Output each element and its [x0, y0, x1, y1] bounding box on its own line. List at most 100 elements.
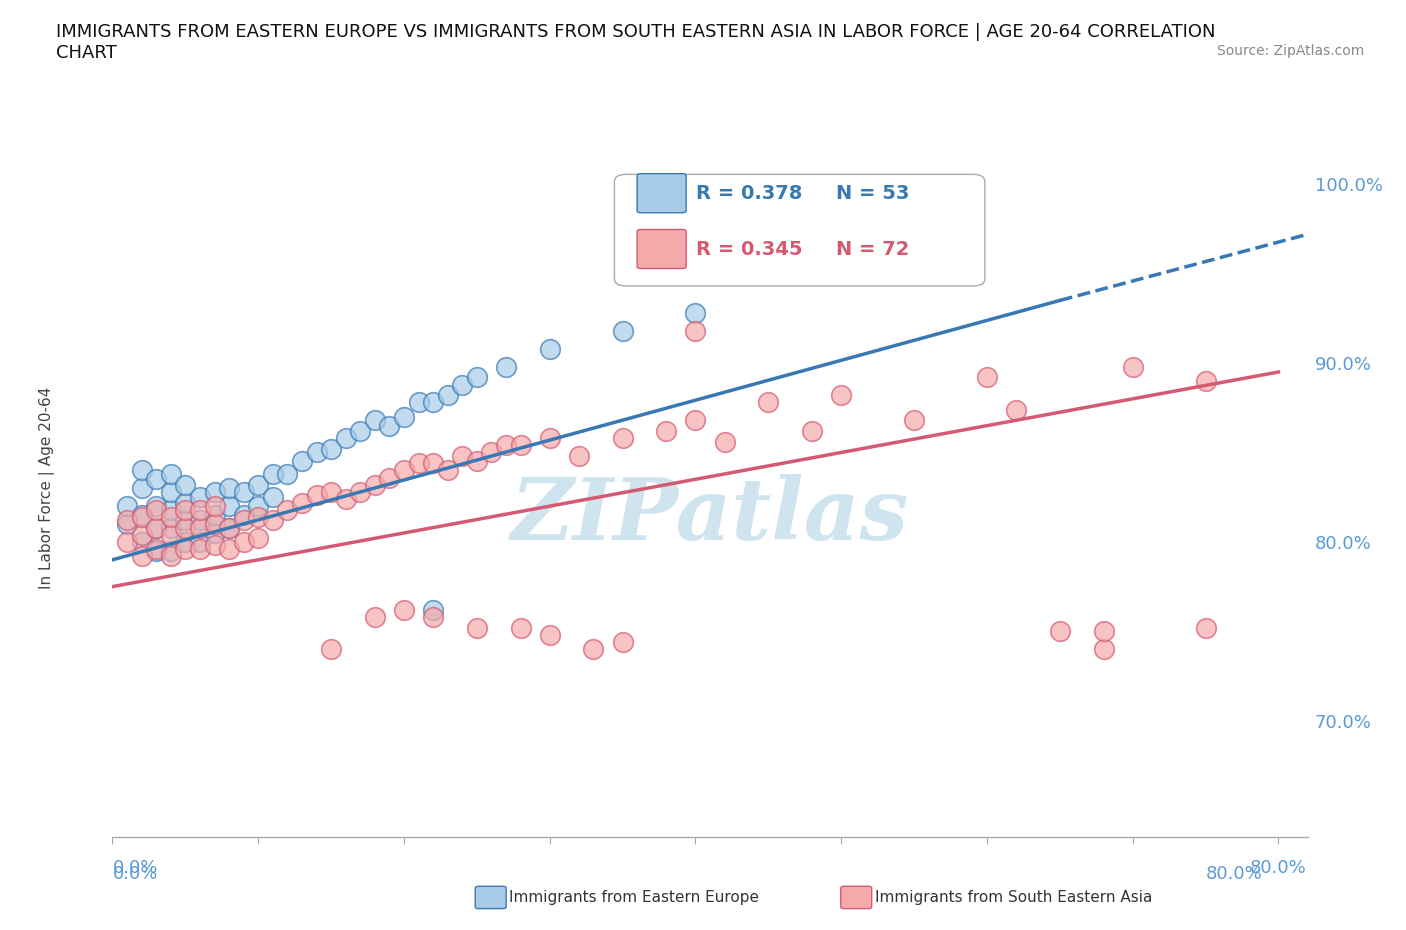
Point: [218, 481, 240, 496]
Point: [538, 628, 561, 643]
Point: [1194, 620, 1216, 635]
Point: [247, 498, 270, 513]
Point: [319, 485, 342, 499]
Point: [188, 541, 211, 556]
Point: [262, 467, 284, 482]
Point: [392, 463, 415, 478]
Point: [247, 510, 270, 525]
Point: [131, 508, 153, 523]
Point: [451, 377, 474, 392]
Text: Source: ZipAtlas.com: Source: ZipAtlas.com: [1216, 44, 1364, 58]
Point: [247, 531, 270, 546]
Point: [131, 549, 153, 564]
Point: [582, 642, 605, 657]
Point: [174, 520, 197, 535]
Point: [612, 431, 634, 445]
Text: N = 72: N = 72: [835, 240, 908, 259]
Point: [465, 454, 488, 469]
FancyBboxPatch shape: [637, 230, 686, 269]
Point: [465, 370, 488, 385]
Point: [218, 498, 240, 513]
Point: [145, 543, 167, 558]
Point: [159, 527, 181, 542]
Text: Immigrants from Eastern Europe: Immigrants from Eastern Europe: [509, 890, 759, 905]
Text: 80.0%: 80.0%: [1206, 865, 1263, 884]
Text: 80.0%: 80.0%: [1250, 859, 1306, 877]
Point: [495, 438, 517, 453]
Point: [204, 516, 226, 531]
Point: [174, 495, 197, 510]
Point: [422, 609, 444, 624]
Point: [291, 495, 314, 510]
Point: [538, 341, 561, 356]
Point: [349, 423, 371, 438]
Point: [451, 448, 474, 463]
Text: 0.0%: 0.0%: [112, 865, 157, 884]
Point: [349, 485, 371, 499]
Point: [159, 520, 181, 535]
Point: [685, 306, 707, 321]
Point: [218, 520, 240, 535]
Point: [509, 620, 531, 635]
Point: [204, 525, 226, 540]
Point: [612, 634, 634, 649]
Point: [713, 434, 735, 449]
Point: [188, 513, 211, 528]
Point: [612, 324, 634, 339]
Point: [188, 502, 211, 517]
Point: [204, 485, 226, 499]
Point: [145, 498, 167, 513]
Point: [218, 520, 240, 535]
Point: [756, 395, 779, 410]
Point: [378, 470, 401, 485]
Point: [364, 413, 387, 428]
Point: [145, 520, 167, 535]
Point: [204, 538, 226, 553]
Point: [1092, 642, 1115, 657]
Point: [305, 488, 328, 503]
Point: [188, 535, 211, 550]
Text: CHART: CHART: [56, 44, 117, 61]
Point: [115, 516, 138, 531]
Text: N = 53: N = 53: [835, 184, 908, 203]
Point: [159, 549, 181, 564]
Point: [232, 535, 254, 550]
Point: [276, 467, 298, 482]
Point: [538, 431, 561, 445]
Point: [131, 481, 153, 496]
Point: [903, 413, 925, 428]
Point: [115, 535, 138, 550]
Point: [159, 502, 181, 517]
Point: [685, 413, 707, 428]
Point: [291, 454, 314, 469]
Point: [159, 467, 181, 482]
Point: [232, 485, 254, 499]
Point: [392, 409, 415, 424]
Point: [509, 438, 531, 453]
Point: [174, 541, 197, 556]
Point: [655, 423, 678, 438]
Point: [335, 492, 357, 507]
Point: [1049, 624, 1071, 639]
Point: [174, 513, 197, 528]
Point: [319, 442, 342, 457]
FancyBboxPatch shape: [614, 175, 984, 286]
Point: [801, 423, 824, 438]
Point: [436, 388, 458, 403]
Point: [159, 510, 181, 525]
Point: [131, 535, 153, 550]
Point: [436, 463, 458, 478]
Point: [174, 477, 197, 492]
Point: [159, 543, 181, 558]
Point: [568, 448, 591, 463]
Point: [174, 502, 197, 517]
Point: [174, 535, 197, 550]
Point: [188, 520, 211, 535]
Text: IMMIGRANTS FROM EASTERN EUROPE VS IMMIGRANTS FROM SOUTH EASTERN ASIA IN LABOR FO: IMMIGRANTS FROM EASTERN EUROPE VS IMMIGR…: [56, 23, 1216, 41]
FancyBboxPatch shape: [637, 174, 686, 213]
Point: [364, 609, 387, 624]
Point: [408, 456, 430, 471]
Point: [247, 477, 270, 492]
Point: [145, 520, 167, 535]
Point: [976, 370, 998, 385]
